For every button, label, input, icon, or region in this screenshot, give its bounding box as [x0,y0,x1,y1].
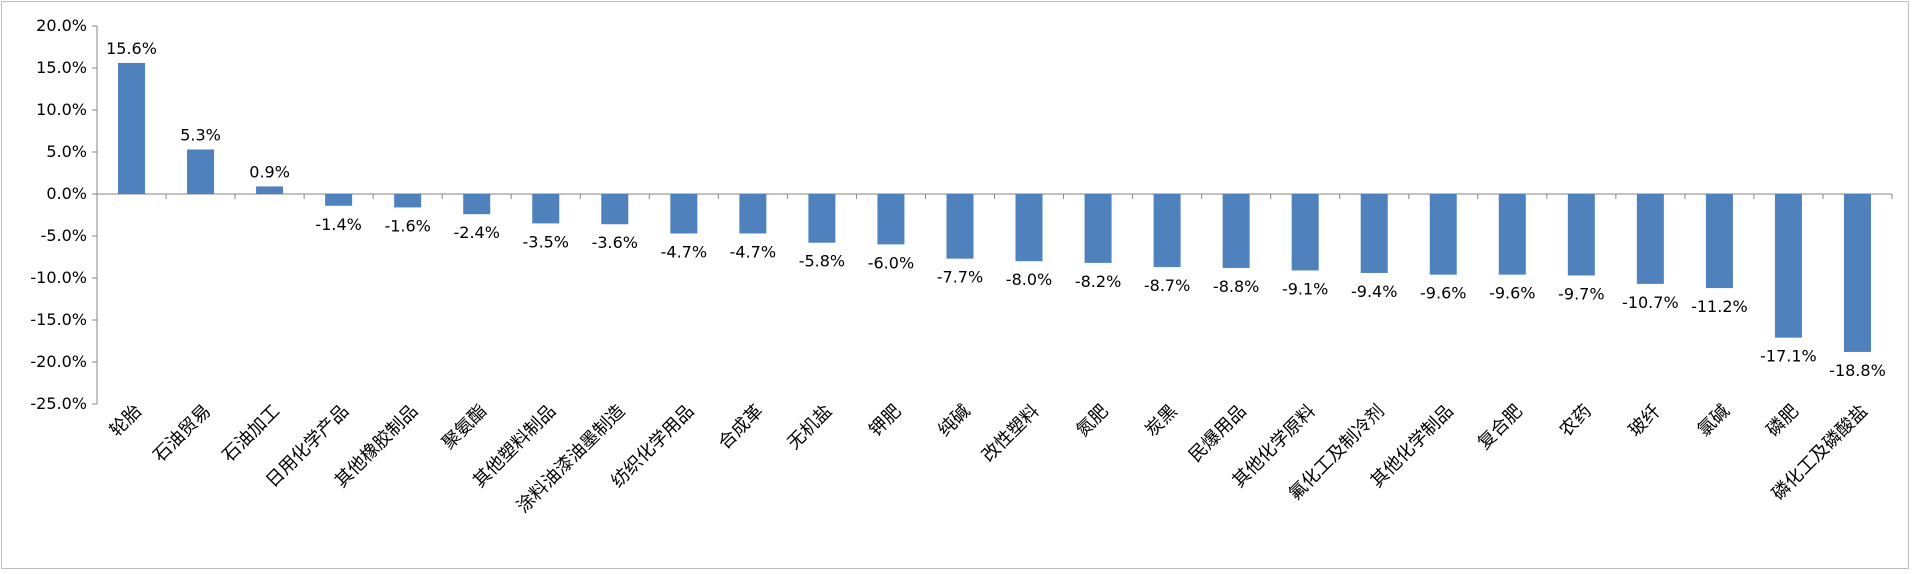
category-label: 聚氨酯 [438,401,491,454]
data-label: 5.3% [180,125,221,144]
data-label: -10.7% [1622,293,1679,312]
bar [1291,194,1319,271]
bar [601,194,629,225]
y-tick-label: 5.0% [46,142,87,161]
data-label: -17.1% [1760,347,1817,366]
data-label: -4.7% [730,242,776,261]
data-label: 15.6% [106,39,157,58]
bar [670,194,698,234]
data-label: -7.7% [937,268,983,287]
data-label: -4.7% [661,242,707,261]
data-label: -8.2% [1075,272,1121,291]
y-tick-label: 10.0% [36,100,87,119]
category-label: 复合肥 [1474,401,1527,454]
data-label: -9.1% [1282,279,1328,298]
bar [1567,194,1595,276]
data-label: -9.4% [1351,282,1397,301]
bar [946,194,974,259]
category-label: 磷肥 [1763,401,1803,441]
bar [808,194,836,243]
category-label: 氮肥 [1072,401,1112,441]
bar [1429,194,1457,275]
category-label: 民爆用品 [1185,401,1251,467]
y-tick-label: 15.0% [36,58,87,77]
bar [1015,194,1043,262]
data-label: -9.6% [1420,284,1466,303]
bar [739,194,767,234]
data-label: -8.8% [1213,277,1259,296]
bar [532,194,560,224]
bar [877,194,905,245]
data-label: -18.8% [1829,361,1886,380]
category-label: 改性塑料 [978,401,1044,467]
y-tick-label: 20.0% [36,16,87,35]
bar [463,194,491,215]
bar [1705,194,1733,289]
category-label: 氯碱 [1694,401,1734,441]
category-label: 石油加工 [218,401,284,467]
bar [1774,194,1802,338]
y-tick-label: -20.0% [30,352,87,371]
category-label: 无机盐 [783,401,836,454]
y-tick-label: -15.0% [30,310,87,329]
category-label: 纯碱 [934,401,974,441]
data-label: -3.5% [523,232,569,251]
bar [256,186,284,194]
y-tick-label: -25.0% [30,394,87,413]
category-label: 玻纤 [1625,401,1665,441]
category-label: 石油贸易 [149,401,215,467]
bar [1153,194,1181,268]
y-tick-label: 0.0% [46,184,87,203]
bar [1360,194,1388,273]
category-label: 合成革 [714,401,767,454]
data-label: -2.4% [454,223,500,242]
data-label: -9.6% [1489,284,1535,303]
bar [325,194,353,206]
data-label: -9.7% [1558,284,1604,303]
data-label: -8.0% [1006,270,1052,289]
bar [1843,194,1871,352]
data-label: -5.8% [799,252,845,271]
bar [1636,194,1664,284]
data-label: -6.0% [868,253,914,272]
data-label: -3.6% [592,233,638,252]
bar [187,149,215,194]
y-tick-label: -5.0% [41,226,87,245]
y-tick-label: -10.0% [30,268,87,287]
data-label: -8.7% [1144,276,1190,295]
data-label: -1.6% [384,216,430,235]
bar [118,62,146,195]
category-label: 炭黑 [1141,401,1181,441]
bar [1498,194,1526,275]
bar [394,194,422,208]
category-label: 钾肥 [865,401,905,441]
data-label: 0.9% [249,162,290,181]
bar [1222,194,1250,268]
category-label: 轮胎 [106,401,146,441]
category-label: 农药 [1556,401,1596,441]
bar [1084,194,1112,263]
data-label: -11.2% [1691,297,1748,316]
data-label: -1.4% [315,215,361,234]
